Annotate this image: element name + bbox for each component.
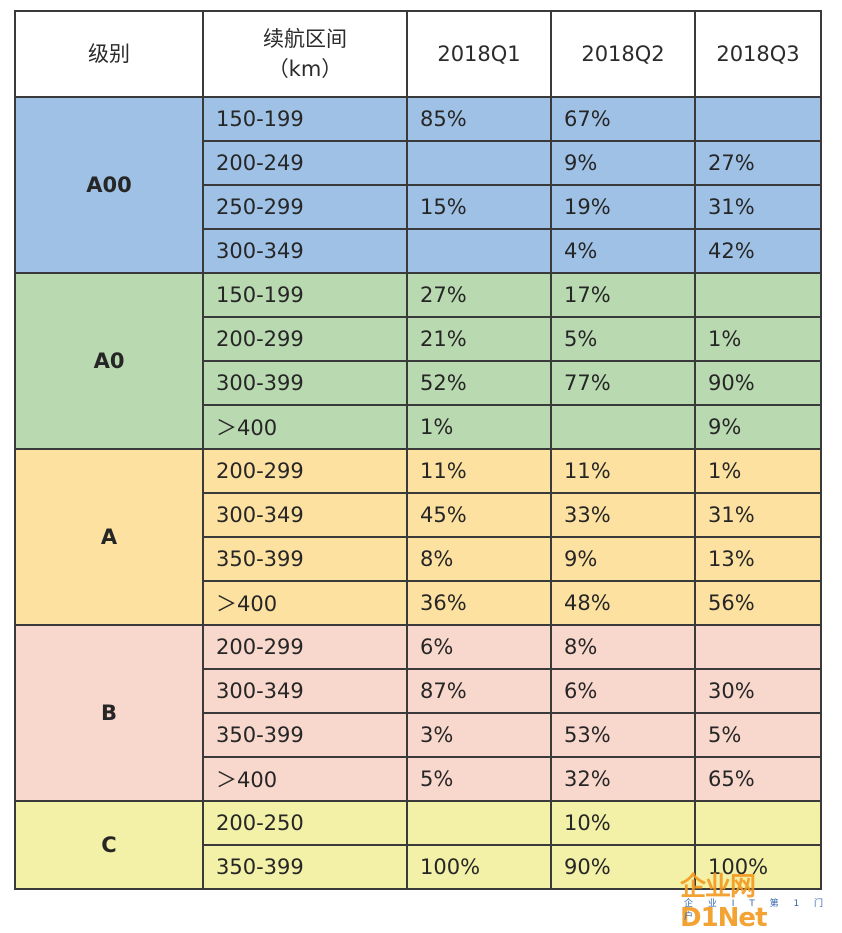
value-cell-q2: 17% [550,272,696,318]
range-cell: 200-299 [202,624,408,670]
value-cell-q2: 4% [550,228,696,274]
range-cell: 200-250 [202,800,408,846]
value-cell-q1 [406,228,552,274]
value-cell-q3 [694,96,822,142]
range-cell: 200-299 [202,316,408,362]
grade-cell: A0 [14,272,204,450]
header-row: 级别 续航区间 （km） 2018Q1 2018Q2 2018Q3 [14,10,822,98]
value-cell-q1: 100% [406,844,552,890]
value-cell-q1: 87% [406,668,552,714]
range-cell: 300-349 [202,492,408,538]
value-cell-q1: 45% [406,492,552,538]
value-cell-q2: 32% [550,756,696,802]
table-body: A00 150-199 85% 67% 200-249 9% 27% 250-299 15% 19… [14,96,822,890]
grade-cell: B [14,624,204,802]
value-cell-q2 [550,404,696,450]
value-cell-q1: 11% [406,448,552,494]
value-cell-q2: 19% [550,184,696,230]
header-q3: 2018Q3 [694,10,822,98]
value-cell-q1: 27% [406,272,552,318]
value-cell-q3: 31% [694,492,822,538]
table-row: 200-249 9% 27% [15,140,822,186]
value-cell-q1: 52% [406,360,552,406]
value-cell-q1: 1% [406,404,552,450]
range-cell: 350-399 [202,844,408,890]
value-cell-q1: 36% [406,580,552,626]
range-cell: 300-349 [202,668,408,714]
range-cell: ＞400 [202,404,408,450]
value-cell-q3: 13% [694,536,822,582]
value-cell-q3: 30% [694,668,822,714]
range-cell: 300-399 [202,360,408,406]
value-cell-q1: 21% [406,316,552,362]
value-cell-q3 [694,800,822,846]
value-cell-q3: 5% [694,712,822,758]
value-cell-q1: 6% [406,624,552,670]
value-cell-q3: 9% [694,404,822,450]
value-cell-q1: 5% [406,756,552,802]
watermark-tagline: 企 业 I T 第 1 门 户 [684,899,830,922]
value-cell-q3: 27% [694,140,822,186]
value-cell-q2: 9% [550,536,696,582]
header-range: 续航区间 （km） [202,10,408,98]
table-row: B 200-299 6% 8% [14,624,822,802]
range-cell: ＞400 [202,580,408,626]
value-cell-q2: 9% [550,140,696,186]
value-cell-q2: 6% [550,668,696,714]
range-cell: 200-299 [202,448,408,494]
table-row: 350-399 3% 53% 5% [15,712,822,758]
header-grade: 级别 [14,10,204,98]
value-cell-q2: 77% [550,360,696,406]
range-cell: ＞400 [202,756,408,802]
value-cell-q3: 1% [694,448,822,494]
value-cell-q3 [694,272,822,318]
value-cell-q3: 42% [694,228,822,274]
grade-cell: A00 [14,96,204,274]
value-cell-q1: 15% [406,184,552,230]
table-row: C 200-250 10% [14,800,822,890]
value-cell-q2: 11% [550,448,696,494]
value-cell-q2: 33% [550,492,696,538]
value-cell-q1 [406,800,552,846]
watermark-logo: 企业网D1Net 企 业 I T 第 1 门 户 [680,866,840,933]
value-cell-q3: 56% [694,580,822,626]
value-cell-q3: 90% [694,360,822,406]
range-distribution-table: 级别 续航区间 （km） 2018Q1 2018Q2 2018Q3 A00 150… [14,10,822,890]
range-cell: 250-299 [202,184,408,230]
grade-cell: A [14,448,204,626]
value-cell-q1: 3% [406,712,552,758]
range-cell: 350-399 [202,536,408,582]
value-cell-q2: 67% [550,96,696,142]
value-cell-q2: 5% [550,316,696,362]
value-cell-q2: 53% [550,712,696,758]
range-cell: 350-399 [202,712,408,758]
value-cell-q2: 8% [550,624,696,670]
value-cell-q2: 90% [550,844,696,890]
range-cell: 300-349 [202,228,408,274]
value-cell-q1: 85% [406,96,552,142]
value-cell-q1 [406,140,552,186]
table-row: ＞400 5% 32% 65% [15,756,822,802]
range-cell: 150-199 [202,272,408,318]
table-row: A0 150-199 27% 17% [14,272,822,450]
range-cell: 200-249 [202,140,408,186]
value-cell-q2: 10% [550,800,696,846]
range-cell: 150-199 [202,96,408,142]
value-cell-q3: 1% [694,316,822,362]
value-cell-q2: 48% [550,580,696,626]
header-q1: 2018Q1 [406,10,552,98]
value-cell-q3: 65% [694,756,822,802]
value-cell-q3 [694,624,822,670]
table-row: A 200-299 11% 11% 1% [14,448,822,626]
value-cell-q1: 8% [406,536,552,582]
header-q2: 2018Q2 [550,10,696,98]
grade-cell: C [14,800,204,890]
value-cell-q3: 100% [694,844,822,890]
value-cell-q3: 31% [694,184,822,230]
table-row: A00 150-199 85% 67% [14,96,822,274]
